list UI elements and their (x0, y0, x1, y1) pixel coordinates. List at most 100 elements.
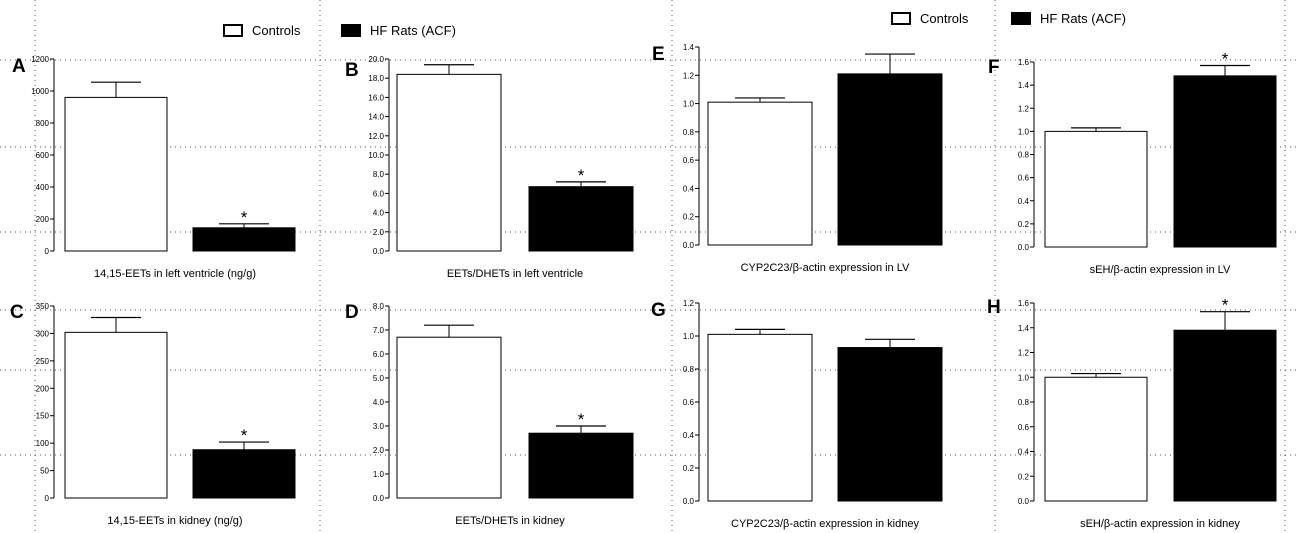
y-tick-label: 1.4 (1018, 81, 1030, 90)
y-tick-label: 0.0 (1018, 497, 1030, 506)
chart-panel-a: A 0 200 400 600 800 1000 1200 * 14,15-EETs in lef… (12, 55, 296, 280)
chart-panel-f: F 0.0 0.2 0.4 0.6 0.8 1.0 1.2 1.4 1.6 * sEH/β-actin… (988, 49, 1277, 276)
bar-hf-rats (837, 347, 943, 502)
y-tick-label: 4.0 (373, 398, 385, 407)
legend-controls-swatch (891, 12, 911, 25)
legend-controls-label: Controls (252, 23, 301, 38)
significance-star: * (1222, 49, 1229, 68)
y-tick-label: 3.0 (373, 422, 385, 431)
y-tick-label: 1.6 (1018, 299, 1030, 308)
legend-hf-swatch (1011, 12, 1031, 25)
y-tick-label: 1.2 (683, 299, 695, 308)
y-tick-label: 1.2 (683, 71, 695, 80)
y-tick-label: 2.0 (373, 228, 385, 237)
y-tick-label: 250 (36, 357, 50, 366)
y-tick-label: 0.4 (1018, 197, 1030, 206)
y-tick-label: 100 (36, 439, 50, 448)
y-tick-label: 8.0 (373, 302, 385, 311)
x-axis-label: 14,15-EETs in kidney (ng/g) (107, 515, 242, 527)
y-tick-label: 400 (36, 183, 50, 192)
x-axis-label: 14,15-EETs in left ventricle (ng/g) (94, 268, 256, 280)
significance-star: * (241, 426, 248, 445)
y-tick-label: 200 (36, 215, 50, 224)
panel-label: A (12, 56, 26, 77)
x-axis-label: CYP2C23/β-actin expression in LV (741, 262, 910, 274)
y-tick-label: 0.0 (373, 494, 385, 503)
y-tick-label: 1.0 (1018, 127, 1030, 136)
y-tick-label: 18.0 (368, 74, 384, 83)
bar-controls (707, 101, 813, 246)
bar-hf-rats (1173, 75, 1277, 248)
panel-label: H (987, 297, 1001, 318)
y-tick-label: 0.4 (683, 184, 695, 193)
y-tick-label: 1.0 (683, 332, 695, 341)
y-tick-label: 0.6 (1018, 174, 1030, 183)
y-tick-label: 8.0 (373, 170, 385, 179)
x-axis-label: sEH/β-actin expression in kidney (1080, 518, 1240, 530)
y-tick-label: 14.0 (368, 113, 384, 122)
y-tick-label: 600 (36, 151, 50, 160)
panel-label: F (988, 57, 1000, 78)
legend-controls: Controls (223, 23, 301, 38)
y-tick-label: 0.8 (683, 128, 695, 137)
legend-controls-right: Controls (891, 11, 969, 26)
y-tick-label: 0.2 (1018, 220, 1030, 229)
x-axis-label: EETs/DHETs in kidney (455, 515, 565, 527)
bar-controls (707, 333, 813, 502)
legend-hf-label: HF Rats (ACF) (1040, 11, 1126, 26)
y-tick-label: 1.4 (683, 43, 695, 52)
y-tick-label: 0.8 (1018, 151, 1030, 160)
y-tick-label: 1.2 (1018, 104, 1030, 113)
y-tick-label: 0 (45, 247, 50, 256)
bar-controls (1044, 130, 1148, 248)
y-tick-label: 1.0 (373, 470, 385, 479)
y-tick-label: 6.0 (373, 189, 385, 198)
panel-label: C (10, 302, 24, 323)
y-tick-label: 1.0 (1018, 373, 1030, 382)
bar-hf-rats (192, 449, 296, 499)
y-tick-label: 1.6 (1018, 58, 1030, 67)
y-tick-label: 0.6 (1018, 423, 1030, 432)
y-tick-label: 0.8 (683, 365, 695, 374)
y-tick-label: 1.4 (1018, 324, 1030, 333)
y-tick-label: 0.6 (683, 398, 695, 407)
legend-controls-swatch (223, 24, 243, 37)
y-tick-label: 0.0 (683, 497, 695, 506)
legend-controls-label: Controls (920, 11, 969, 26)
bar-controls (1044, 376, 1148, 502)
y-tick-label: 0.4 (683, 431, 695, 440)
y-tick-label: 12.0 (368, 132, 384, 141)
y-tick-label: 7.0 (373, 326, 385, 335)
legend-hf-label: HF Rats (ACF) (370, 23, 456, 38)
bar-controls (64, 331, 168, 499)
significance-star: * (578, 410, 585, 429)
bar-controls (396, 73, 502, 252)
y-tick-label: 4.0 (373, 209, 385, 218)
y-tick-label: 0.0 (373, 247, 385, 256)
panel-label: G (651, 300, 666, 321)
bar-hf-rats (837, 73, 943, 246)
y-tick-label: 5.0 (373, 374, 385, 383)
bar-controls (64, 96, 168, 252)
significance-star: * (241, 208, 248, 227)
significance-star: * (1222, 296, 1229, 315)
legend-hf: HF Rats (ACF) (341, 23, 456, 38)
x-axis-label: CYP2C23/β-actin expression in kidney (731, 518, 919, 530)
bar-controls (396, 336, 502, 499)
y-tick-label: 0.2 (1018, 472, 1030, 481)
panel-label: B (345, 60, 359, 81)
y-tick-label: 16.0 (368, 93, 384, 102)
x-axis-label: sEH/β-actin expression in LV (1090, 264, 1231, 276)
y-tick-label: 1000 (31, 87, 49, 96)
bar-hf-rats (192, 227, 296, 252)
y-tick-label: 350 (36, 302, 50, 311)
y-tick-label: 10.0 (368, 151, 384, 160)
y-tick-label: 0 (45, 494, 50, 503)
y-tick-label: 6.0 (373, 350, 385, 359)
bar-hf-rats (528, 432, 634, 499)
panel-label: E (652, 44, 665, 65)
chart-panel-g: G 0.0 0.2 0.4 0.6 0.8 1.0 1.2 CYP2C23/β-actin ex… (651, 299, 943, 530)
y-tick-label: 300 (36, 329, 50, 338)
